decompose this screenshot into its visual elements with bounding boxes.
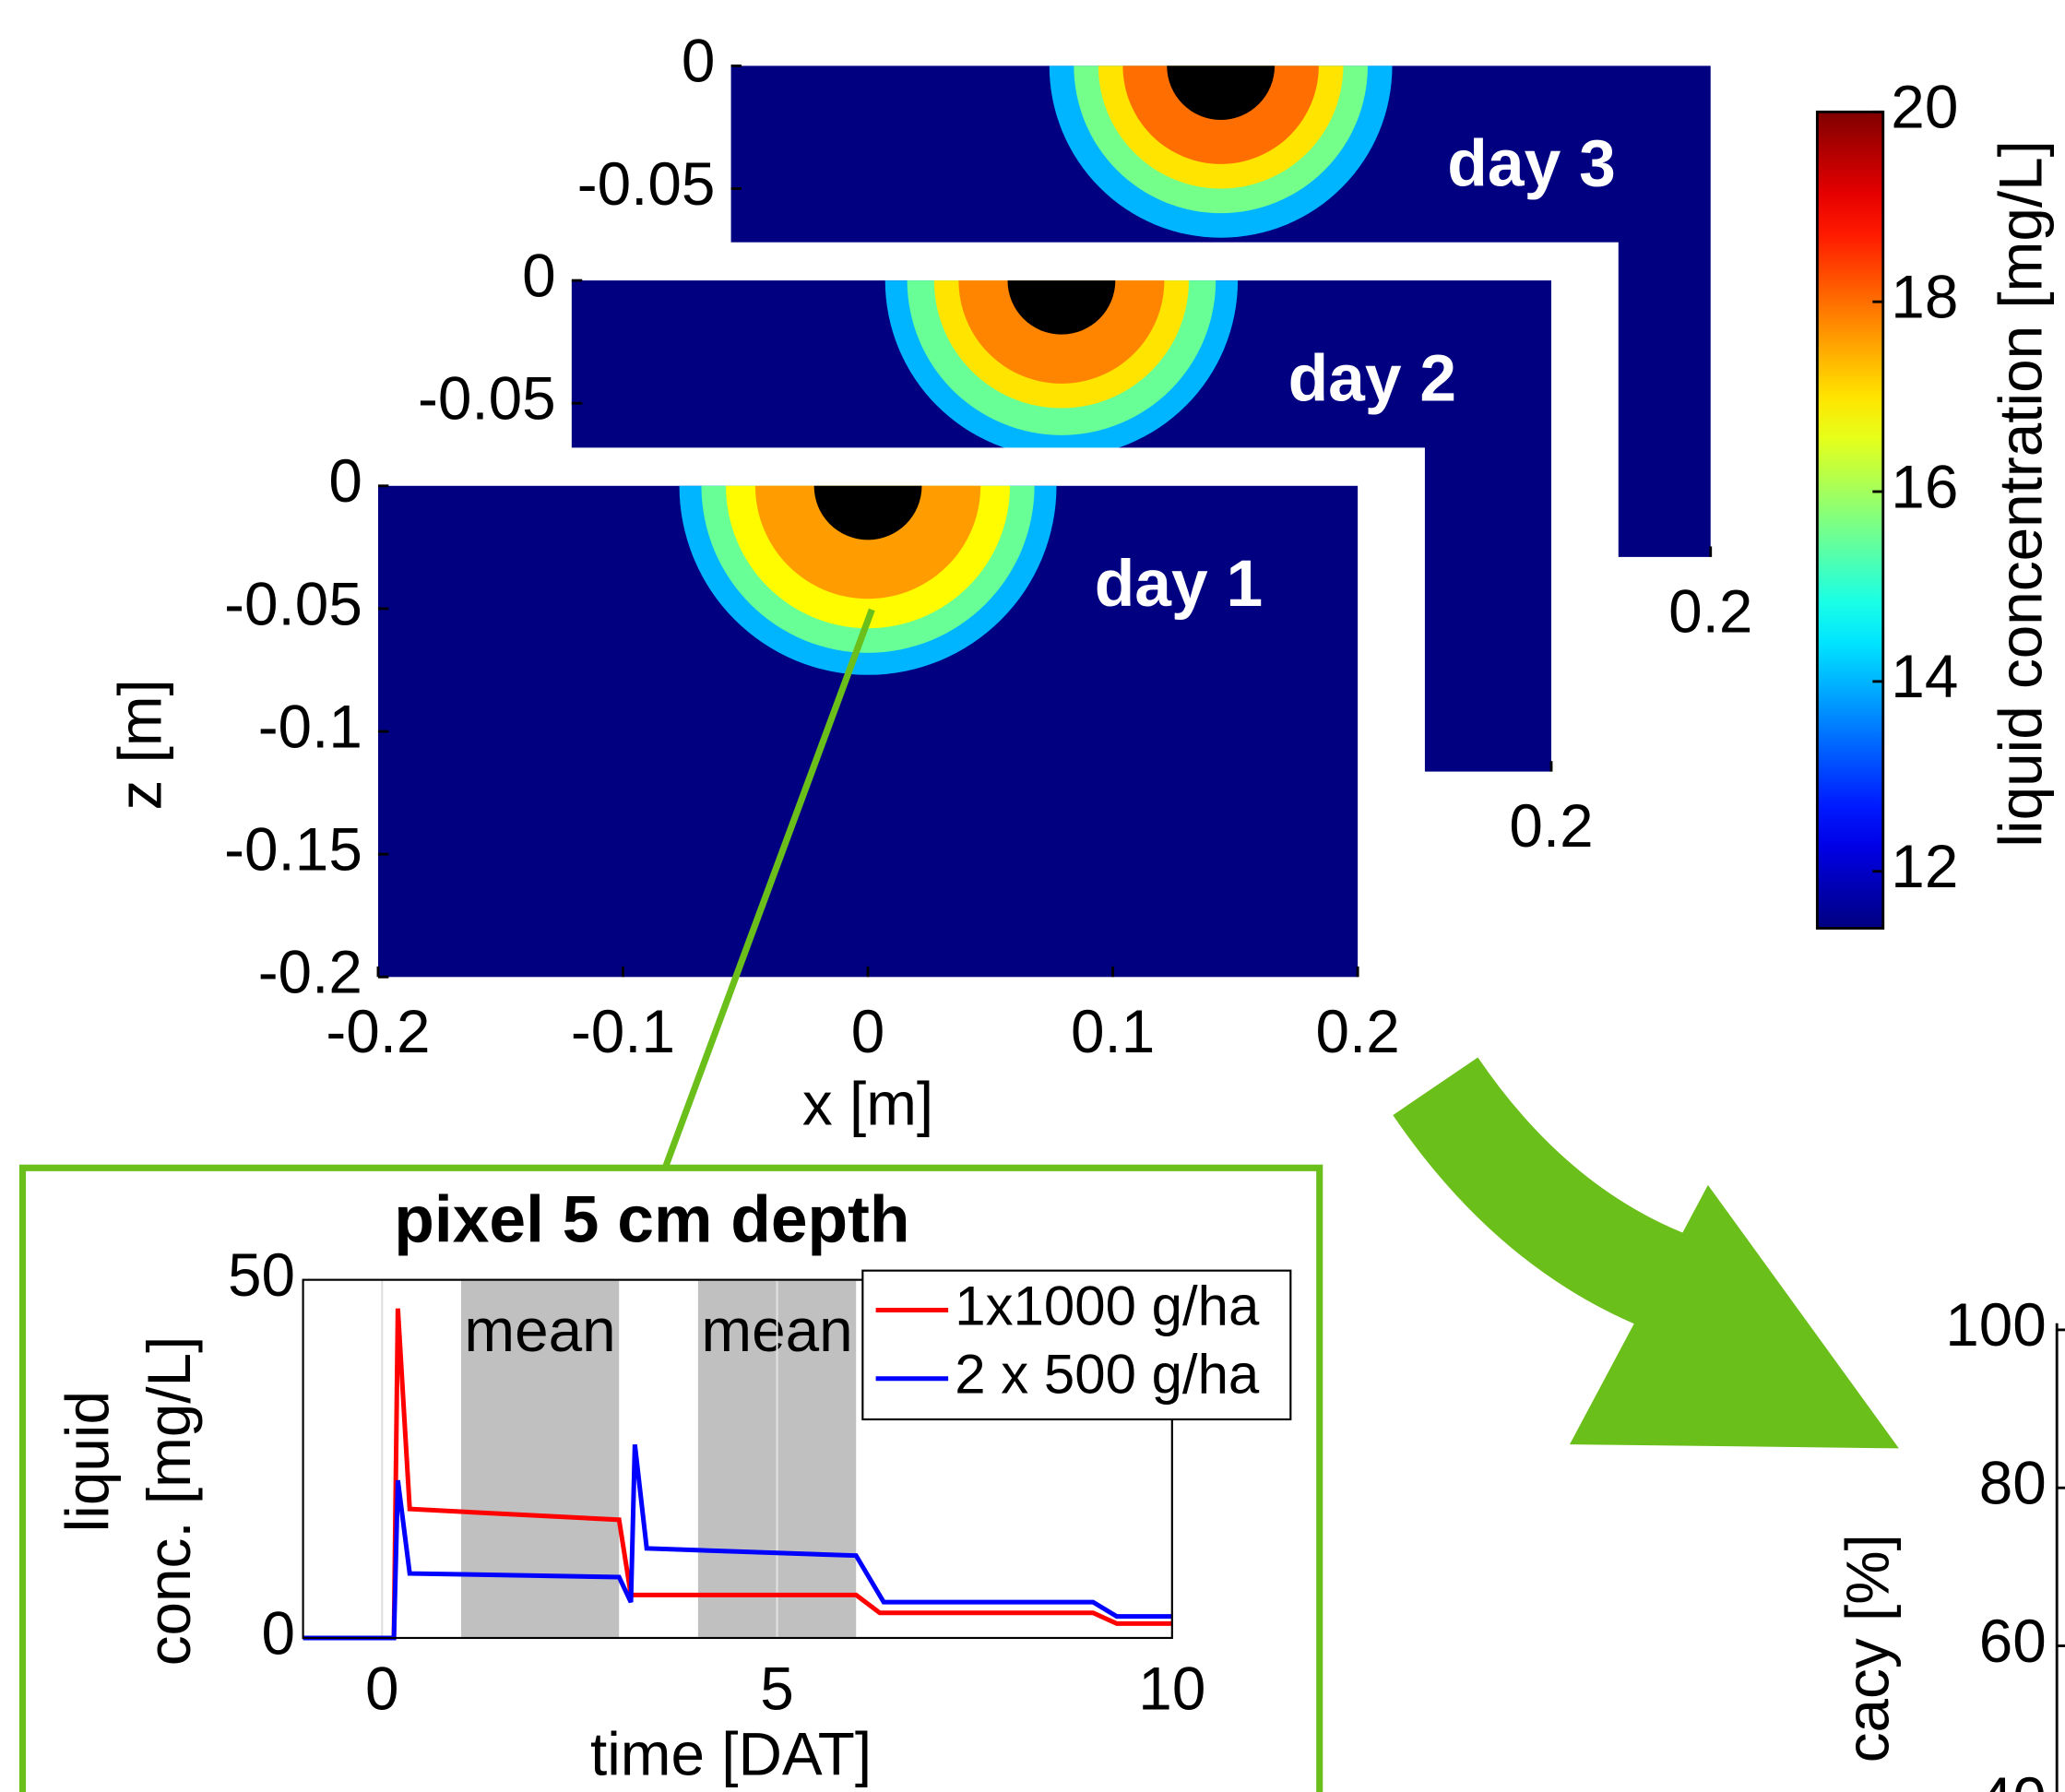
y-tick-label: -0.05 [224,570,362,637]
axes-frame [302,1278,1173,1640]
y-tick-label: -0.05 [418,365,556,433]
y-axis-label: conc. [mg/L] [136,1336,203,1667]
y-tick-label: -0.1 [258,693,362,760]
y-axis-label: liquid [54,1391,122,1532]
x-axis-label: x [m] [802,1070,933,1137]
x-axis-label: time [DAT] [590,1721,872,1788]
y-tick-label: 80 [1979,1450,2047,1517]
efficacy-group: 40 60 80 100 cacy [%] [1834,1291,2065,1792]
legend-label: 1x1000 g/ha [955,1275,1260,1336]
panel-content [679,485,1057,675]
colorbar-label: liquid concentration [mg/L] [1987,140,2054,847]
y-axis-label: cacy [%] [1834,1534,1902,1762]
sink [1167,65,1276,120]
sink [1007,280,1116,335]
colorbar-tick-label: 12 [1891,833,1958,900]
y-tick-label: 0 [328,447,362,515]
y-tick-label: -0.15 [224,816,362,884]
x-tick-label: 0.1 [1071,998,1155,1065]
x-tick-label: 0.2 [1668,577,1752,645]
panel-title: day 3 [1447,127,1616,201]
y-tick-label: -0.05 [577,150,716,218]
x-tick-label: 10 [1138,1655,1205,1722]
colorbar-tick-label: 20 [1891,74,1958,141]
y-tick-label: 60 [1979,1608,2047,1675]
x-tick-label: 0.2 [1315,998,1399,1065]
y-tick-label: 0 [522,242,556,309]
y-tick-label: 100 [1945,1291,2047,1359]
x-tick-label: 0 [851,998,885,1065]
legend-label: 2 x 500 g/ha [955,1344,1260,1406]
y-tick-label: 0 [682,28,716,95]
shaded-label: mean [464,1297,615,1364]
panel-content [884,280,1239,457]
plume-ring [754,485,981,599]
colorbar-tick-label: 14 [1891,643,1958,710]
panel-title: day 1 [1095,547,1264,621]
panel-title: day 2 [1288,341,1457,415]
colorbar [1815,110,1885,930]
sink [813,485,922,540]
y-tick-label: -0.2 [258,939,362,1006]
colorbar-tick-label: 18 [1891,264,1958,331]
y-axis-label: z [m] [107,679,174,810]
x-tick-label: 0 [365,1655,399,1722]
x-tick-label: -0.1 [571,998,675,1065]
heatmap-group: day 3 -0.2 -0.15 -0.1 -0.05 0 -0.2 -0.1 0 0.1 0.2 d… [107,28,2054,1150]
x-tick-label: 0.2 [1509,792,1593,860]
chart-title: pixel 5 cm depth [394,1183,909,1257]
panel-content [1049,65,1393,238]
connector-line [661,608,875,1169]
y-tick-label: 50 [228,1241,295,1309]
y-tick-label: 40 [1979,1765,2047,1792]
series-line [303,1443,1172,1641]
legend-box [861,1269,1292,1421]
arrow-head [1569,1184,1899,1449]
y-tick-label: 0 [262,1599,296,1667]
x-tick-label: -0.2 [326,998,430,1065]
colorbar-tick-label: 16 [1891,453,1958,520]
x-tick-label: 5 [760,1655,794,1722]
